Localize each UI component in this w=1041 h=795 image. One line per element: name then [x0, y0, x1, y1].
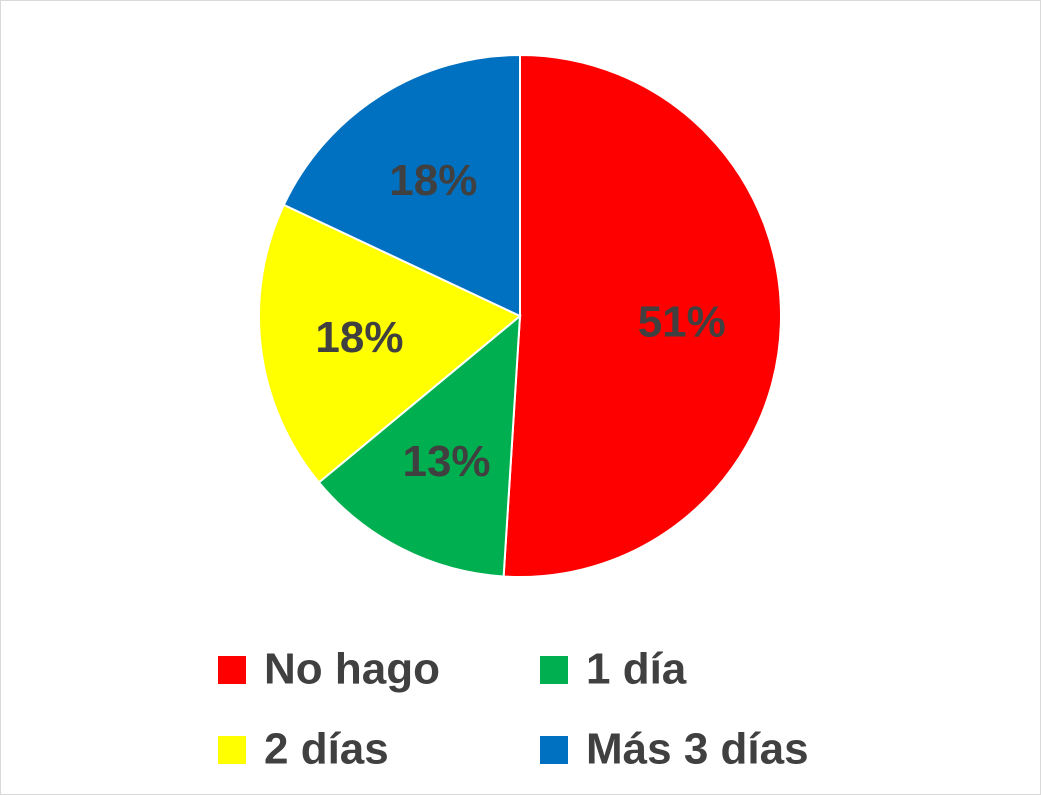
legend-label: No hago — [264, 645, 440, 694]
legend-label: Más 3 días — [586, 725, 809, 774]
legend-label: 2 días — [264, 725, 389, 774]
legend-swatch — [218, 736, 246, 764]
pie-slice — [258, 203, 522, 484]
legend-swatch — [218, 656, 246, 684]
legend-swatch — [540, 656, 568, 684]
data-label: 18% — [315, 313, 403, 362]
legend-label: 1 día — [586, 645, 687, 694]
pie-slice — [282, 53, 521, 318]
legend-swatch — [540, 736, 568, 764]
data-label: 13% — [402, 437, 490, 486]
pie-slice — [502, 53, 782, 578]
data-label: 18% — [389, 156, 477, 205]
data-label: 51% — [638, 298, 726, 347]
pie-slice — [317, 313, 522, 578]
